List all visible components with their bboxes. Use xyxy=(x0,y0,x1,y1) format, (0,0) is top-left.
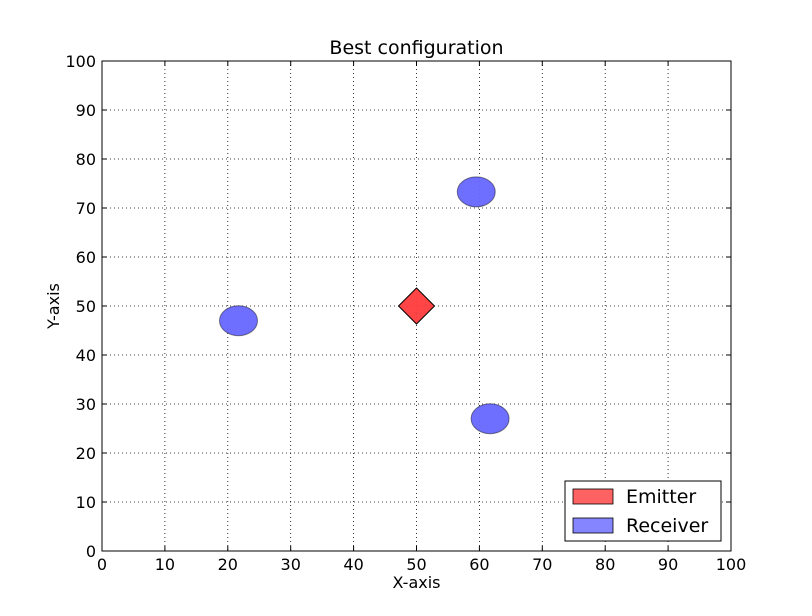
grid-lines xyxy=(102,61,731,551)
y-tick-label: 70 xyxy=(76,199,96,218)
x-tick-label: 20 xyxy=(218,555,238,574)
tick-labels: 0 10 20 30 40 50 60 70 80 90 100 0 10 20 30 40 50 60 70 80 9… xyxy=(65,52,746,574)
legend: Emitter Receiver xyxy=(564,480,722,542)
y-tick-label: 30 xyxy=(76,395,96,414)
chart-title: Best configuration xyxy=(329,37,503,59)
y-tick-label: 100 xyxy=(65,52,96,71)
x-tick-label: 90 xyxy=(658,555,678,574)
y-tick-label: 60 xyxy=(76,248,96,267)
y-axis-label: Y-axis xyxy=(44,283,63,330)
x-tick-label: 30 xyxy=(281,555,301,574)
y-tick-label: 40 xyxy=(76,346,96,365)
y-tick-label: 10 xyxy=(76,493,96,512)
y-tick-label: 20 xyxy=(76,444,96,463)
x-axis-label: X-axis xyxy=(393,573,441,592)
y-tick-label: 80 xyxy=(76,150,96,169)
legend-swatch-emitter xyxy=(572,488,614,505)
data-marks xyxy=(218,176,510,435)
x-tick-label: 70 xyxy=(532,555,552,574)
receiver-point xyxy=(470,403,510,435)
receiver-point xyxy=(218,305,258,337)
x-tick-label: 80 xyxy=(595,555,615,574)
x-tick-label: 10 xyxy=(155,555,175,574)
x-tick-label: 50 xyxy=(406,555,426,574)
x-tick-label: 100 xyxy=(716,555,747,574)
y-tick-label: 90 xyxy=(76,101,96,120)
legend-swatch-receiver xyxy=(572,517,614,534)
legend-label-emitter: Emitter xyxy=(626,486,696,508)
x-tick-label: 40 xyxy=(343,555,363,574)
x-tick-label: 60 xyxy=(469,555,489,574)
legend-label-receiver: Receiver xyxy=(626,515,708,537)
emitter-point xyxy=(397,287,436,325)
y-tick-label: 50 xyxy=(76,297,96,316)
axis-ticks xyxy=(101,60,732,552)
x-tick-label: 0 xyxy=(97,555,107,574)
receiver-point xyxy=(456,176,496,208)
y-tick-label: 0 xyxy=(86,542,96,561)
